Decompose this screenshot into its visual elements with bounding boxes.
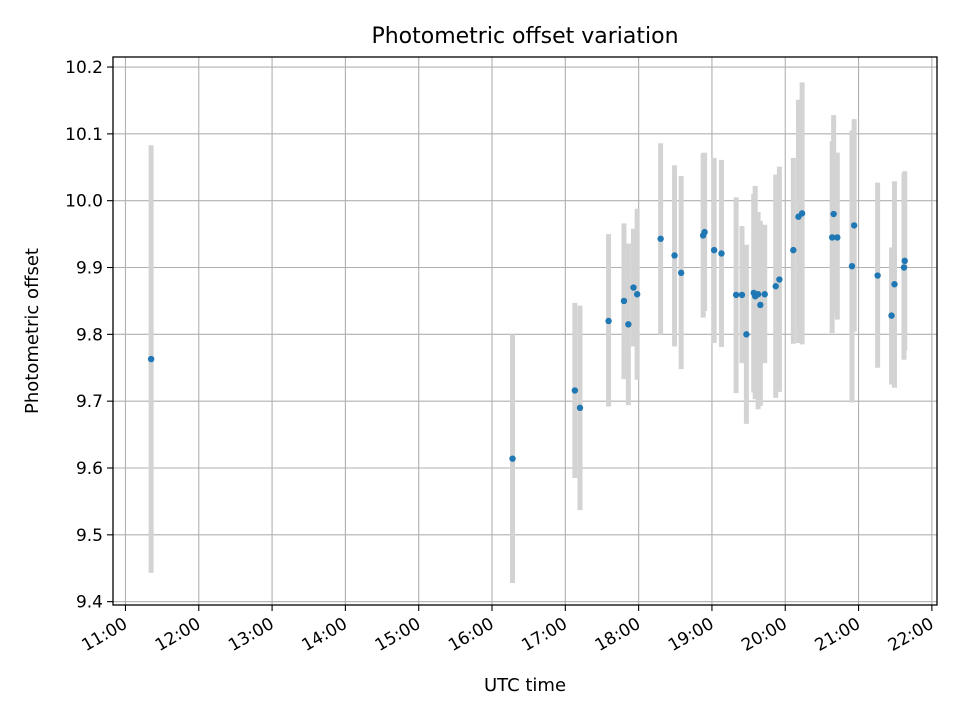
data-point [743, 331, 750, 338]
data-point [718, 250, 725, 257]
data-points [147, 210, 908, 462]
data-point [772, 283, 779, 290]
data-point [848, 262, 856, 270]
y-tick-label: 9.4 [76, 593, 103, 613]
data-point [798, 210, 806, 217]
data-point [147, 355, 155, 363]
y-tick-label: 9.8 [76, 325, 103, 345]
data-point [874, 272, 881, 279]
data-point [710, 246, 718, 254]
y-tick-label: 9.5 [76, 526, 103, 546]
data-point [776, 276, 783, 283]
data-point [830, 210, 837, 218]
chart-title: Photometric offset variation [371, 24, 678, 49]
data-point [633, 291, 641, 298]
data-point [657, 235, 664, 242]
y-tick-label: 9.9 [76, 259, 103, 279]
data-point [828, 234, 836, 241]
data-point [509, 455, 516, 462]
data-point [576, 404, 584, 412]
plot-frame [112, 56, 938, 606]
data-point [891, 281, 898, 288]
data-point [790, 246, 797, 254]
data-point [677, 269, 685, 277]
data-point [834, 234, 841, 241]
data-point [620, 297, 628, 305]
grid-lines [113, 57, 937, 605]
y-axis-ticks: 9.4 9.5 9.6 9.7 9.8 9.9 10.0 10.1 10.2 [65, 58, 113, 613]
data-point [630, 284, 637, 291]
data-point [671, 252, 678, 259]
data-point [754, 291, 762, 298]
data-point [732, 291, 740, 299]
x-axis-label: UTC time [484, 675, 566, 696]
y-tick-label: 9.7 [76, 392, 103, 412]
y-axis-label: Photometric offset [22, 248, 43, 414]
y-tick-label: 10.0 [65, 192, 103, 212]
data-point [761, 291, 768, 298]
data-point [605, 317, 612, 325]
y-tick-label: 10.1 [65, 125, 103, 145]
data-point [701, 228, 708, 236]
y-tick-label: 10.2 [65, 58, 103, 78]
data-point [571, 387, 579, 394]
data-point [738, 291, 746, 299]
y-tick-label: 9.6 [76, 459, 103, 479]
data-point [625, 321, 632, 328]
data-point [757, 301, 764, 309]
data-point [888, 312, 895, 319]
data-point [900, 264, 908, 271]
data-point [850, 222, 858, 229]
data-point [901, 257, 908, 265]
